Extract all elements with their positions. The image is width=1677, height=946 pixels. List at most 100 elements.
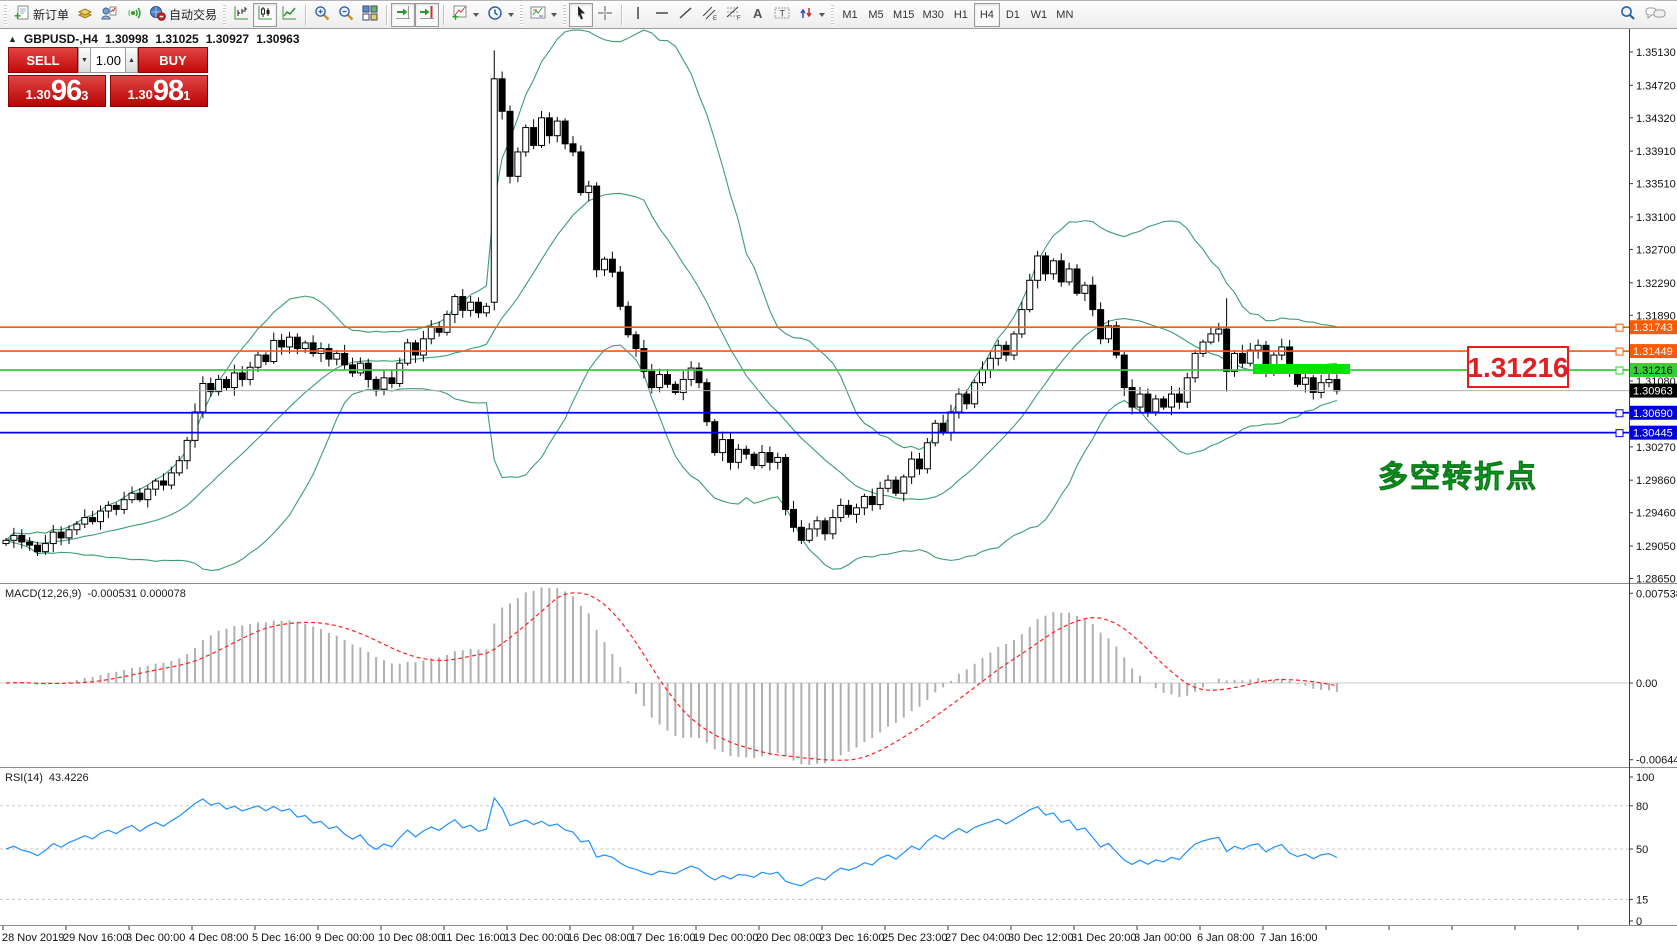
buy-button[interactable]: BUY [138,47,208,73]
candle [986,357,994,371]
sell-price-sup: 3 [81,88,89,103]
candle [514,151,522,177]
price-badge [1630,425,1677,440]
candle [955,393,963,413]
vertical-line-button[interactable] [626,3,650,27]
candle [223,378,230,389]
candle [1042,255,1049,275]
new-order-button[interactable]: + 新订单 [10,3,73,27]
cursor-button[interactable] [569,2,594,27]
add-indicator-button[interactable]: + [448,3,483,27]
periods-button[interactable] [483,3,518,27]
vertical-line-icon [630,5,646,24]
line-endpoint-marker[interactable] [1615,429,1624,438]
volume-input[interactable] [91,47,125,73]
candle [868,495,876,506]
bar-chart-button[interactable] [229,3,253,27]
timeframe-d1-button[interactable]: D1 [1000,3,1026,27]
candle [128,492,136,501]
chart-shift-button[interactable] [415,2,440,27]
timeframe-mn-button[interactable]: MN [1052,3,1078,27]
market-watch-button[interactable] [73,3,97,27]
candle [569,143,577,153]
toolbar-grip[interactable] [223,4,227,25]
sell-button[interactable]: SELL [8,47,78,73]
line-endpoint-marker[interactable] [1615,409,1624,418]
trendline-button[interactable] [674,3,698,27]
timeframe-m15-button[interactable]: M15 [889,3,918,27]
price-badge-label: 1.31216 [1633,365,1673,377]
autotrading-label: 自动交易 [169,8,218,22]
price-annotation-box[interactable] [1467,346,1569,388]
line-endpoint-marker[interactable] [1615,366,1624,375]
candle [97,510,104,523]
time-tick-label: 28 Nov 2019 [2,932,64,944]
auto-scroll-button[interactable] [391,2,416,27]
line-endpoint-marker[interactable] [1615,323,1624,332]
price-annotation-text[interactable]: 1.31216 [1467,352,1568,383]
zoom-out-icon [338,5,354,24]
price-badge-label: 1.30445 [1633,428,1673,440]
zoom-in-icon [314,5,330,24]
turning-point-note[interactable]: 多空转折点 [1378,461,1538,495]
highlight-rectangle[interactable] [1253,364,1350,374]
candle [1010,333,1018,356]
sell-price-button[interactable]: 1.30 96 3 [8,75,106,107]
profile-button[interactable] [97,3,121,27]
signals-button[interactable] [121,3,145,27]
price-badge-label: 1.31449 [1633,346,1673,358]
equidistant-channel-button[interactable]: E [698,3,722,27]
timeframe-m5-button[interactable]: M5 [863,3,889,27]
time-tick-label: 3 Jan 00:00 [1134,932,1192,944]
timeframe-h1-button[interactable]: H1 [948,3,974,27]
horizontal-line-button[interactable] [650,3,674,27]
templates-button[interactable] [526,3,561,27]
rsi-title: RSI(14) [5,772,43,784]
candle [1294,372,1301,385]
arrows-button[interactable] [794,3,829,27]
candle [1207,333,1215,343]
toolbar-grip[interactable] [520,4,524,25]
toolbar-grip[interactable] [831,4,835,25]
crosshair-button[interactable] [593,3,617,27]
candle [1246,349,1254,364]
candle [711,421,719,454]
autotrading-button[interactable]: 自动交易 [145,3,221,27]
rsi-label: RSI(14) 43.4226 [5,772,89,784]
time-tick-label: 3 Dec 00:00 [126,932,185,944]
timeframe-h4-button[interactable]: H4 [973,2,1000,27]
line-endpoint-marker[interactable] [1615,347,1624,356]
candle [545,117,553,137]
text-button[interactable]: A [746,3,770,27]
volume-decrease-button[interactable]: ▼ [78,47,91,73]
buy-price-button[interactable]: 1.30 98 1 [110,75,208,107]
line-chart-button[interactable] [277,3,301,27]
volume-increase-button[interactable]: ▲ [125,47,138,73]
text-label-button[interactable]: T [770,3,794,27]
one-click-panel-toggle[interactable]: ▲ [8,34,17,44]
candle [293,336,301,350]
timeframe-m1-button[interactable]: M1 [837,3,863,27]
fibonacci-button[interactable]: F [722,3,746,27]
toolbar-grip[interactable] [4,4,7,25]
candle [963,393,971,405]
toolbar-grip[interactable] [563,4,567,25]
tile-windows-button[interactable] [358,3,382,27]
candle [1160,398,1168,408]
chart-canvas[interactable]: 1.35130 1.34720 1.34320 1.33910 1.33510 1.331… [0,29,1677,946]
price-tick-label: 1.33510 [1636,179,1676,191]
timeframe-w1-button[interactable]: W1 [1026,3,1052,27]
search-button[interactable] [1615,3,1641,27]
candlestick-chart-button[interactable] [253,2,278,27]
timeframe-m30-button[interactable]: M30 [918,3,947,27]
candle [561,120,569,145]
price-tick-label: 1.34320 [1636,113,1676,125]
svg-text:+: + [14,9,21,21]
rsi-tick-label: 0 [1636,916,1642,928]
time-tick-label: 10 Dec 08:00 [378,932,443,944]
zoom-out-button[interactable] [334,3,358,27]
candle [884,479,892,489]
zoom-in-button[interactable] [310,3,334,27]
chat-button[interactable] [1641,3,1671,27]
candle [89,517,97,523]
